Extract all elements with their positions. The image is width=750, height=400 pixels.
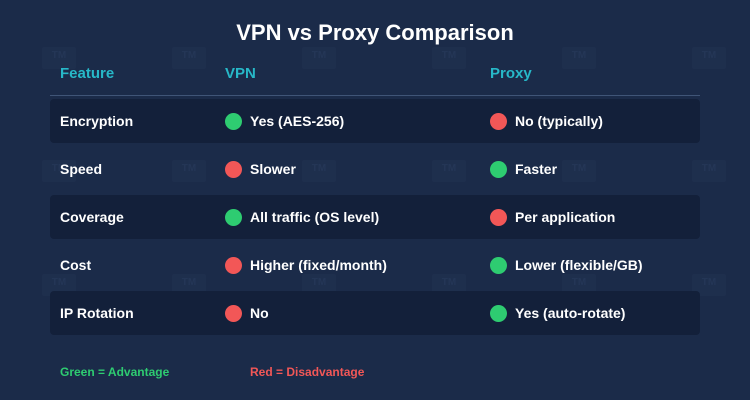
page-title: VPN vs Proxy Comparison xyxy=(236,20,514,45)
table-header: Feature VPN Proxy xyxy=(50,62,700,88)
vpn-value: Yes (AES-256) xyxy=(250,113,345,129)
proxy-value: No (typically) xyxy=(515,113,603,129)
header-divider xyxy=(50,95,700,96)
proxy-value: Faster xyxy=(515,161,558,177)
disadvantage-dot-icon xyxy=(490,209,507,226)
feature-label: Coverage xyxy=(60,209,124,225)
feature-label: Speed xyxy=(60,161,103,177)
feature-label: Encryption xyxy=(60,113,134,129)
table-row: Coverage All traffic (OS level) Per appl… xyxy=(50,195,700,239)
legend-disadvantage: Red = Disadvantage xyxy=(250,365,365,379)
tm-watermark-text: TM xyxy=(702,50,716,61)
proxy-value: Per application xyxy=(515,209,616,225)
vpn-value: Higher (fixed/month) xyxy=(250,257,387,273)
advantage-dot-icon xyxy=(490,305,507,322)
table-row: Encryption Yes (AES-256) No (typically) xyxy=(50,99,700,143)
tm-watermark-text: TM xyxy=(572,50,586,61)
advantage-dot-icon xyxy=(225,209,242,226)
feature-label: IP Rotation xyxy=(60,305,134,321)
vpn-column-header: VPN xyxy=(225,65,256,82)
tm-watermark-text: TM xyxy=(182,50,196,61)
tm-watermark-text: TM xyxy=(312,50,326,61)
vpn-value: Slower xyxy=(250,161,296,177)
feature-column-header: Feature xyxy=(60,65,115,82)
advantage-dot-icon xyxy=(490,257,507,274)
tm-watermark-text: TM xyxy=(702,277,716,288)
tm-watermark-text: TM xyxy=(442,50,456,61)
vpn-value: No xyxy=(250,305,269,321)
disadvantage-dot-icon xyxy=(225,161,242,178)
disadvantage-dot-icon xyxy=(490,113,507,130)
disadvantage-dot-icon xyxy=(225,257,242,274)
advantage-dot-icon xyxy=(490,161,507,178)
proxy-value: Lower (flexible/GB) xyxy=(515,257,643,273)
feature-label: Cost xyxy=(60,257,92,273)
proxy-value: Yes (auto-rotate) xyxy=(515,305,626,321)
advantage-dot-icon xyxy=(225,113,242,130)
proxy-column-header: Proxy xyxy=(490,65,532,82)
legend-advantage: Green = Advantage xyxy=(60,365,170,379)
tm-watermark-text: TM xyxy=(702,163,716,174)
table-row: IP Rotation No Yes (auto-rotate) xyxy=(50,291,700,335)
tm-watermark-text: TM xyxy=(52,50,66,61)
table-row: Speed Slower Faster xyxy=(50,147,700,191)
disadvantage-dot-icon xyxy=(225,305,242,322)
vpn-value: All traffic (OS level) xyxy=(250,209,380,225)
table-row: Cost Higher (fixed/month) Lower (flexibl… xyxy=(50,243,700,287)
